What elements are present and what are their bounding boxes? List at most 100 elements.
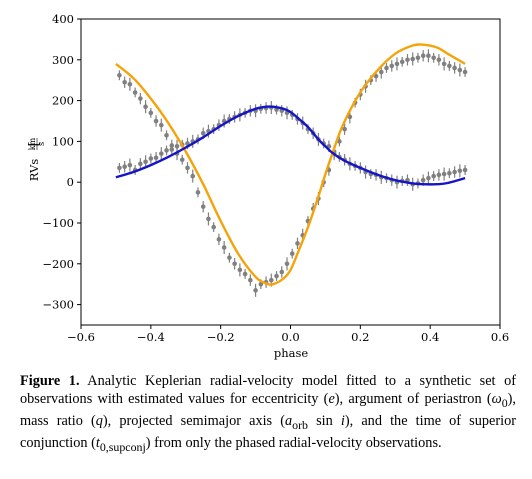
data-point bbox=[405, 174, 410, 186]
y-axis-unit-den: s bbox=[37, 142, 46, 146]
data-point bbox=[190, 169, 196, 183]
symbol-t: t bbox=[95, 434, 100, 451]
data-point bbox=[389, 60, 395, 72]
svg-text:RVs: RVs bbox=[27, 159, 41, 182]
y-tick-label: 100 bbox=[52, 134, 74, 148]
data-point bbox=[138, 92, 143, 105]
symbol-omega-sub: 0 bbox=[501, 395, 508, 410]
svg-text:[: [ bbox=[27, 141, 42, 146]
data-point bbox=[462, 67, 468, 77]
data-point bbox=[164, 130, 169, 141]
data-point bbox=[248, 274, 253, 286]
axes: −0.6 −0.4 −0.2 0.0 0.2 0.4 0.6 −300 −200 −100 0 100… bbox=[42, 12, 509, 344]
x-tick-label: −0.2 bbox=[207, 330, 235, 344]
data-point bbox=[399, 56, 405, 67]
x-tick-label: 0.0 bbox=[281, 330, 299, 344]
caption-part-4: ), projected semimajor axis ( bbox=[102, 412, 285, 429]
symbol-a: a bbox=[284, 412, 293, 429]
data-point bbox=[289, 248, 295, 259]
symbol-omega: ω bbox=[491, 391, 502, 407]
y-tick-label: 200 bbox=[52, 94, 74, 108]
data-point bbox=[457, 63, 463, 77]
symbol-a-sub: orb bbox=[292, 417, 309, 432]
data-point bbox=[295, 237, 300, 250]
data-point bbox=[394, 175, 400, 189]
data-point bbox=[447, 61, 452, 71]
caption-part-1: Analytic Keplerian radial-velocity model… bbox=[20, 373, 516, 407]
figure-caption: Figure 1. Analytic Keplerian radial-velo… bbox=[20, 372, 516, 456]
data-point bbox=[462, 165, 468, 175]
rv-chart: −0.6 −0.4 −0.2 0.0 0.2 0.4 0.6 −300 −200 −100 0 100… bbox=[27, 12, 509, 360]
data-point bbox=[216, 233, 222, 246]
symbol-t-sub: 0,supconj bbox=[99, 439, 146, 454]
data-point bbox=[342, 123, 347, 135]
data-point bbox=[431, 52, 436, 63]
data-point bbox=[415, 52, 421, 63]
data-point bbox=[148, 153, 154, 164]
x-axis-label: phase bbox=[274, 346, 309, 360]
data-point bbox=[221, 240, 227, 255]
data-point bbox=[153, 115, 159, 127]
plot-frame bbox=[80, 18, 501, 326]
data-point bbox=[200, 200, 206, 213]
symbol-q: q bbox=[95, 412, 103, 429]
data-point bbox=[195, 187, 201, 198]
data-point bbox=[284, 257, 290, 271]
data-point bbox=[185, 162, 190, 174]
data-point bbox=[179, 154, 185, 165]
symbol-e: e bbox=[328, 391, 335, 407]
data-point bbox=[452, 166, 457, 178]
data-point bbox=[253, 104, 258, 118]
y-axis-label-main: RVs bbox=[27, 159, 41, 182]
y-tick-label: 400 bbox=[52, 12, 74, 26]
data-point bbox=[431, 171, 436, 181]
caption-part-2: ), argument of periastron ( bbox=[334, 391, 492, 407]
y-tick-label: 300 bbox=[52, 53, 74, 67]
data-point bbox=[211, 222, 216, 232]
caption-part-6: ) from only the phased radial-velocity o… bbox=[145, 434, 442, 451]
model-curve bbox=[115, 105, 466, 186]
data-point bbox=[169, 143, 175, 156]
data-point bbox=[206, 212, 211, 226]
y-tick-label: 0 bbox=[67, 175, 74, 189]
data-point bbox=[441, 57, 447, 71]
data-point bbox=[143, 100, 148, 114]
data-point bbox=[420, 50, 426, 62]
y-tick-label: −100 bbox=[42, 216, 74, 230]
data-point bbox=[127, 77, 133, 91]
data-point bbox=[227, 252, 232, 263]
x-tick-label: 0.6 bbox=[491, 330, 509, 344]
data-point bbox=[394, 57, 400, 71]
data-point bbox=[452, 62, 457, 74]
y-axis-unit-num: km bbox=[28, 137, 37, 150]
data-point bbox=[253, 283, 258, 297]
data-point bbox=[159, 118, 164, 132]
symbol-i: i bbox=[340, 412, 345, 429]
data-point bbox=[138, 158, 143, 170]
data-point bbox=[122, 160, 127, 173]
data-point bbox=[117, 163, 122, 173]
data-point bbox=[426, 171, 431, 185]
data-point bbox=[436, 54, 442, 66]
data-point bbox=[174, 139, 180, 153]
symbol-sin: sin bbox=[308, 412, 341, 429]
caption-part-5: ), and the time of superior conjunction … bbox=[20, 412, 517, 451]
y-tick-label: −200 bbox=[42, 257, 74, 271]
model-curve bbox=[115, 43, 466, 286]
data-point bbox=[384, 63, 389, 73]
data-point bbox=[426, 49, 431, 63]
data-point bbox=[410, 52, 416, 66]
data-point bbox=[457, 164, 463, 178]
data-point bbox=[242, 269, 248, 279]
data-point bbox=[274, 271, 279, 281]
y-tick-label: −300 bbox=[42, 298, 74, 312]
data-point bbox=[148, 107, 154, 118]
data-point bbox=[232, 258, 237, 270]
data-point bbox=[447, 168, 452, 179]
x-tick-label: −0.4 bbox=[137, 330, 165, 344]
x-tick-label: 0.4 bbox=[421, 330, 439, 344]
data-point bbox=[436, 169, 442, 181]
y-axis-unit: [ km s bbox=[27, 137, 46, 150]
data-point bbox=[117, 70, 122, 81]
data-point bbox=[279, 266, 285, 278]
